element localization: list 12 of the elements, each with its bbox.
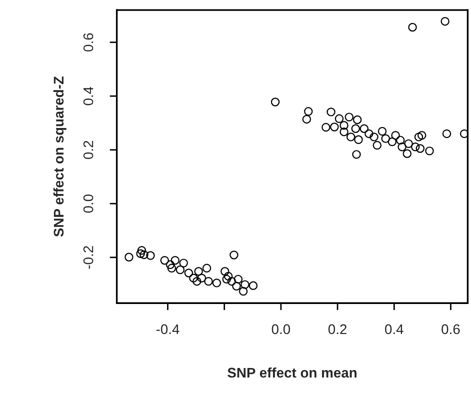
x-tick-label: -0.4 [156,324,180,334]
y-tick-label: 0.2 [83,140,94,159]
y-tick-label: -0.2 [83,246,94,269]
y-tick-label: 0.4 [83,86,94,106]
x-axis-title: SNP effect on mean [228,367,356,378]
y-tick-label: 0.6 [83,33,94,52]
x-tick-label: 0.4 [385,324,404,334]
y-tick-label: 0.0 [83,194,94,213]
x-tick-label: 0.2 [328,324,346,334]
x-tick-label: 0.6 [442,324,460,334]
y-axis-title: SNP effect on squared-Z [53,76,66,237]
x-tick-label: 0.0 [272,324,290,334]
